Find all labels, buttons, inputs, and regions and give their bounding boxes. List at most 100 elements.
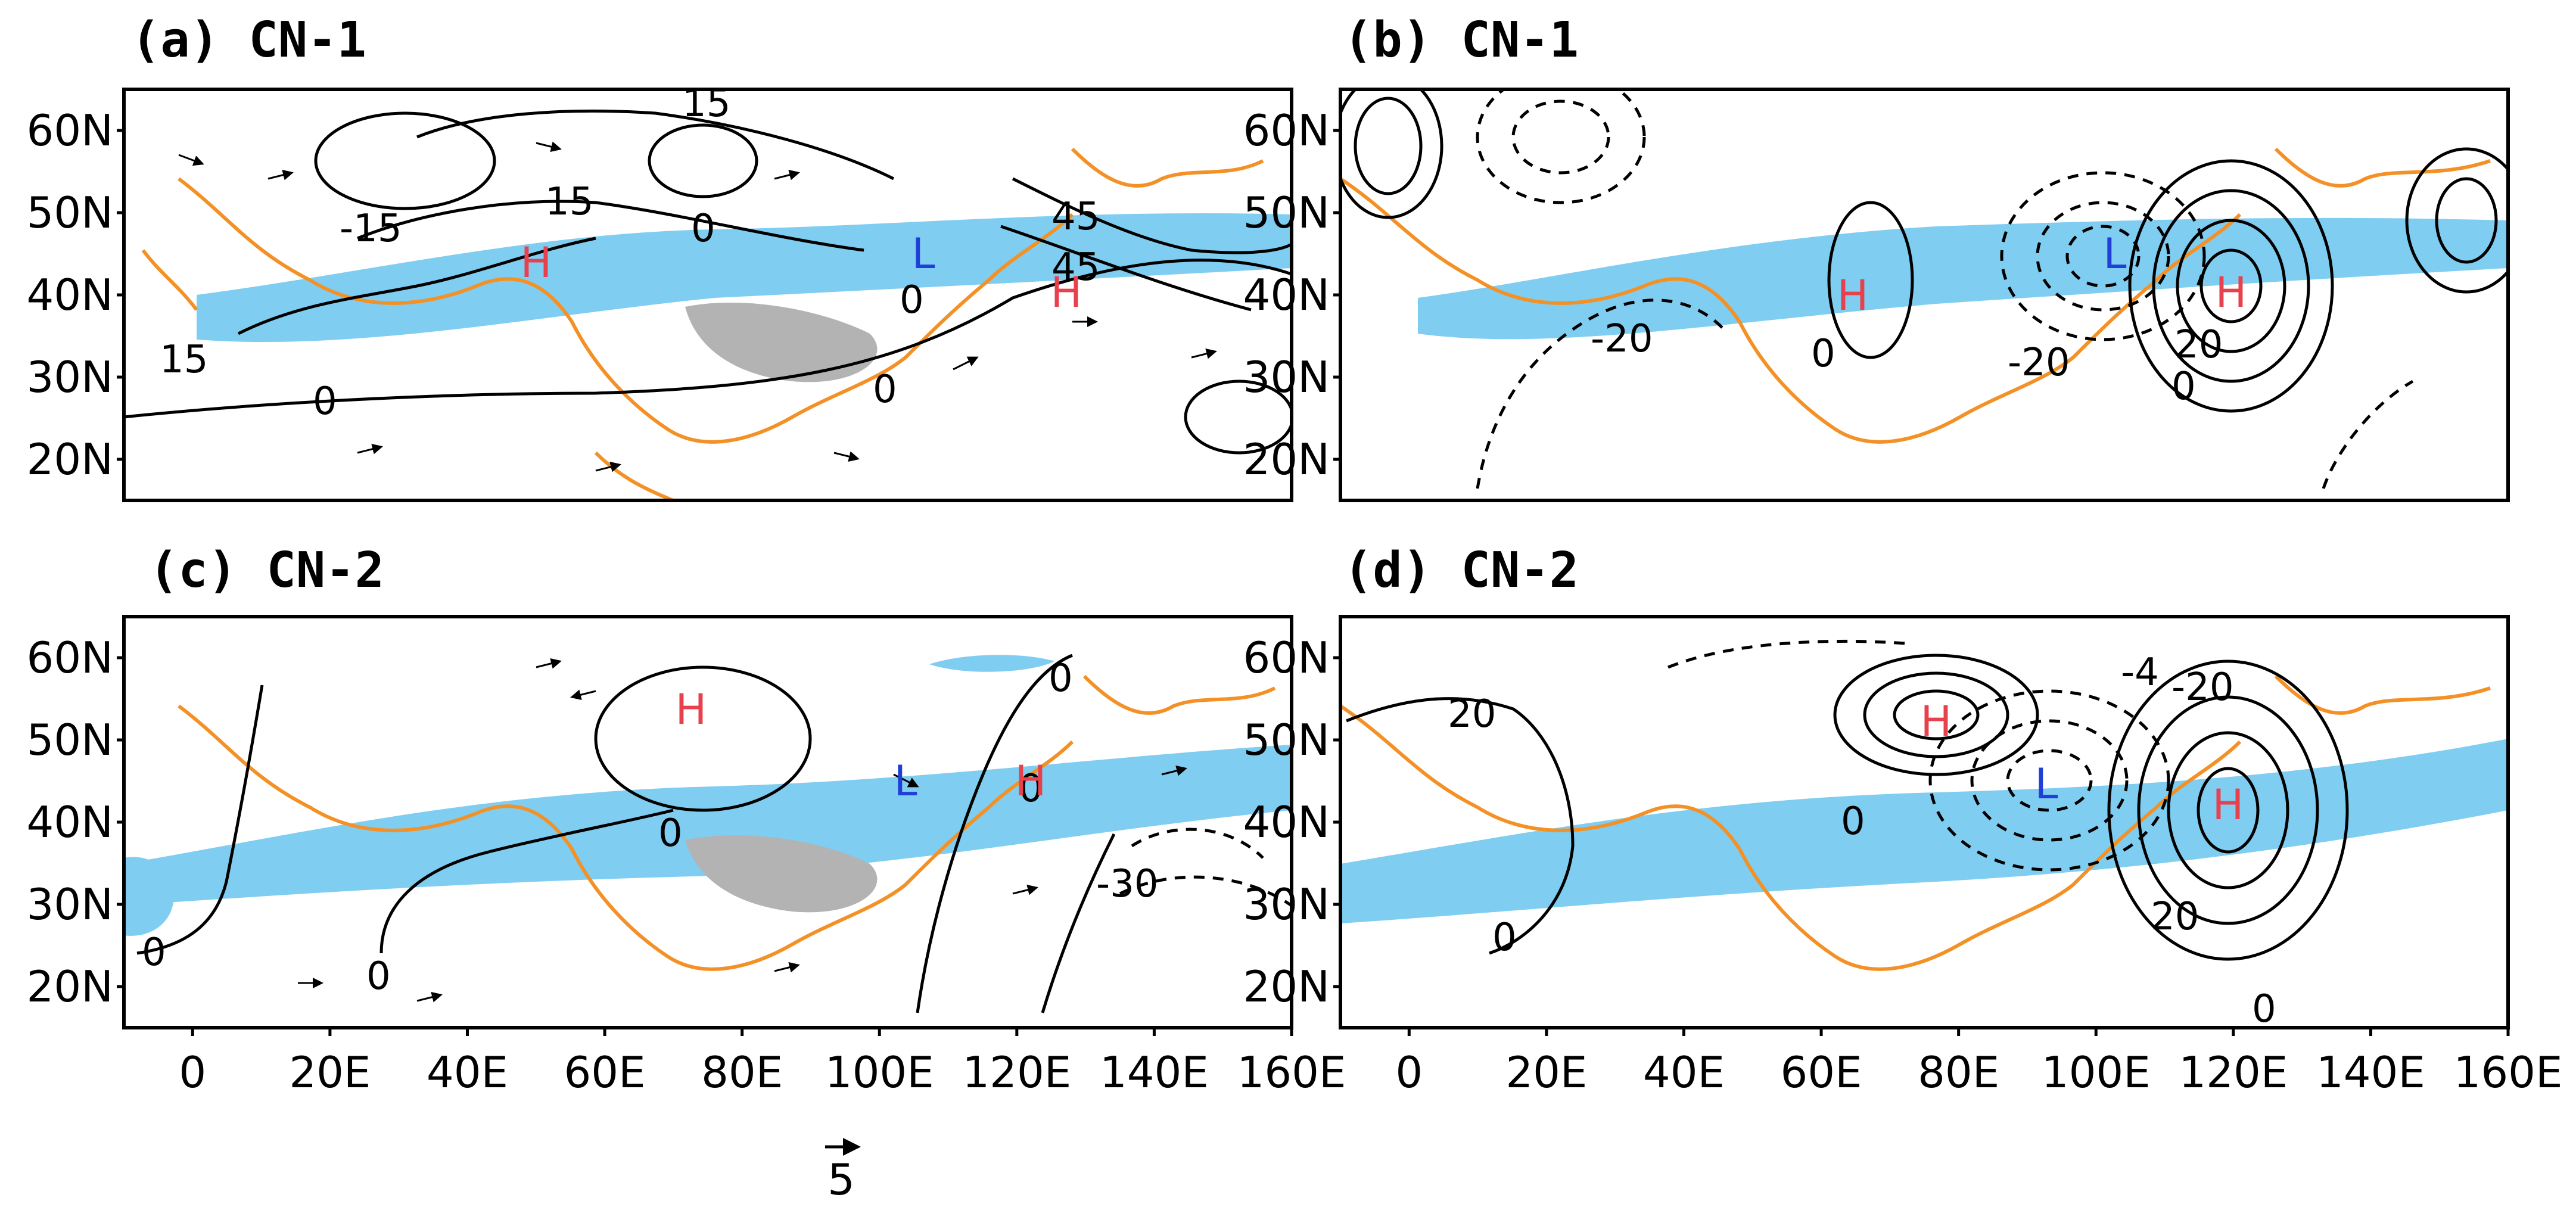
reference-vector-label: 5 bbox=[827, 1155, 855, 1205]
contour-label: 0 bbox=[658, 811, 683, 856]
longitude-tick-label: 120E bbox=[962, 1047, 1071, 1097]
panel-title: (d) CN-2 bbox=[1343, 542, 1579, 599]
contour-lines bbox=[124, 109, 1292, 455]
contour-label-group: 20 0 -4 -20 20 0 0 bbox=[1448, 651, 2276, 1031]
coastlines bbox=[178, 674, 1276, 971]
latitude-tick-label: 40N bbox=[1243, 797, 1330, 847]
contour-label: 0 bbox=[366, 954, 391, 998]
latitude-tick-label: 40N bbox=[27, 797, 113, 847]
high-pressure-center: H bbox=[1837, 271, 1869, 320]
latitude-tick-label: 60N bbox=[1243, 105, 1330, 155]
latitude-tick-label: 40N bbox=[27, 270, 113, 320]
longitude-tick-label: 120E bbox=[2179, 1047, 2288, 1097]
contour-label: 15 bbox=[160, 338, 208, 382]
panel-b: (b) CN-1 bbox=[1339, 12, 2510, 502]
latitude-tick-label: 50N bbox=[1243, 188, 1330, 238]
contour-lines bbox=[1346, 654, 2349, 961]
latitude-tick-label: 30N bbox=[1243, 879, 1330, 929]
latitude-tick-label: 60N bbox=[27, 105, 113, 155]
negative-contour-lines bbox=[1667, 639, 2170, 872]
latitude-tick-label: 60N bbox=[27, 633, 113, 683]
contour-label: 0 bbox=[2252, 987, 2276, 1031]
contour-label: 0 bbox=[691, 207, 715, 251]
contour-label-group: -20 0 -20 20 0 bbox=[1591, 317, 2223, 409]
axis-tick-labels: 60N 50N 40N 30N 20N 60N 50N 40N 30N 20N 60N 50N 40N 3… bbox=[27, 105, 2563, 1097]
jet-stream-band bbox=[1418, 217, 2508, 340]
longitude-tick-label: 20E bbox=[1505, 1047, 1587, 1097]
jet-stream-band bbox=[1340, 739, 2508, 923]
contour-label: 45 bbox=[1051, 245, 1100, 290]
panel-d: (d) CN-2 bbox=[1339, 542, 2510, 1031]
longitude-tick-label: 20E bbox=[289, 1047, 371, 1097]
coastlines bbox=[141, 147, 1264, 500]
panel-title: (b) CN-1 bbox=[1343, 12, 1579, 69]
latitude-tick-label: 50N bbox=[27, 715, 113, 765]
negative-contour-lines bbox=[1476, 89, 2414, 489]
contour-label: -15 bbox=[340, 207, 402, 251]
jet-stream-band bbox=[197, 213, 1292, 342]
contour-label: 0 bbox=[313, 379, 337, 424]
contour-label: 20 bbox=[2151, 895, 2199, 939]
latitude-tick-label: 30N bbox=[27, 879, 113, 929]
latitude-tick-label: 50N bbox=[1243, 715, 1330, 765]
low-pressure-center: L bbox=[2104, 229, 2127, 278]
contour-lines bbox=[136, 654, 1116, 1013]
high-pressure-center: H bbox=[2213, 780, 2244, 829]
longitude-tick-label: 80E bbox=[1918, 1047, 1999, 1097]
contour-lines bbox=[1340, 89, 2508, 413]
latitude-tick-label: 20N bbox=[27, 434, 113, 484]
low-pressure-center: L bbox=[912, 229, 935, 278]
contour-label: 0 bbox=[1492, 916, 1517, 960]
longitude-tick-label: 40E bbox=[427, 1047, 508, 1097]
coastlines bbox=[1340, 147, 2491, 444]
wind-vector-field bbox=[178, 141, 1217, 472]
high-pressure-center: H bbox=[1921, 697, 1952, 746]
longitude-tick-label: 160E bbox=[2454, 1047, 2563, 1097]
contour-label: -20 bbox=[2171, 665, 2234, 710]
contour-label: 0 bbox=[1049, 657, 1073, 701]
pressure-center-group: H L H bbox=[1837, 229, 2247, 320]
contour-label: 0 bbox=[142, 931, 166, 975]
low-pressure-center: L bbox=[894, 757, 917, 805]
high-pressure-center: H bbox=[2216, 268, 2247, 317]
jet-stream-band bbox=[124, 745, 1292, 906]
contour-label: -20 bbox=[1591, 317, 1653, 361]
jet-stream-band bbox=[124, 857, 174, 936]
contour-label: 0 bbox=[873, 368, 897, 412]
panel-c: (c) CN-2 bbox=[122, 542, 1293, 1029]
contour-label: 0 bbox=[1841, 800, 1865, 844]
longitude-tick-label: 100E bbox=[825, 1047, 934, 1097]
contour-label: -20 bbox=[2008, 341, 2070, 385]
panel-a: (a) CN-1 bbox=[122, 12, 1293, 502]
high-pressure-center: H bbox=[676, 685, 707, 734]
reference-vector: 5 bbox=[825, 1138, 861, 1205]
longitude-tick-label: 140E bbox=[2316, 1047, 2425, 1097]
high-pressure-center: H bbox=[1015, 757, 1047, 805]
latitude-tick-label: 50N bbox=[27, 188, 113, 238]
panel-title: (a) CN-1 bbox=[131, 12, 366, 69]
high-pressure-center: H bbox=[521, 238, 552, 287]
pressure-center-group: H L H bbox=[676, 685, 1047, 805]
contour-label: 0 bbox=[1811, 332, 1835, 376]
latitude-tick-label: 40N bbox=[1243, 270, 1330, 320]
latitude-tick-label: 30N bbox=[1243, 352, 1330, 402]
contour-label: 15 bbox=[545, 180, 593, 224]
contour-label: 0 bbox=[900, 278, 924, 322]
wind-vector-field bbox=[298, 658, 1187, 1003]
longitude-tick-label: 140E bbox=[1100, 1047, 1209, 1097]
contour-label: -4 bbox=[2121, 651, 2159, 695]
high-pressure-center: H bbox=[1051, 268, 1082, 317]
negative-contour-lines bbox=[1119, 828, 1292, 907]
contour-label-group: 0 0 0 0 0 -30 bbox=[142, 657, 1159, 998]
contour-label-group: 15 15 -15 0 15 0 0 0 45 45 bbox=[160, 82, 1100, 424]
pressure-center-group: H L H bbox=[521, 229, 1082, 317]
contour-label: 0 bbox=[1019, 767, 1043, 811]
contour-label: -30 bbox=[1096, 862, 1159, 906]
longitude-tick-label: 60E bbox=[564, 1047, 646, 1097]
longitude-tick-label: 100E bbox=[2042, 1047, 2151, 1097]
contour-label: 0 bbox=[2171, 365, 2196, 409]
tibetan-plateau-shading bbox=[685, 302, 878, 382]
longitude-tick-label: 60E bbox=[1781, 1047, 1862, 1097]
pressure-center-group: H L H bbox=[1921, 697, 2244, 829]
